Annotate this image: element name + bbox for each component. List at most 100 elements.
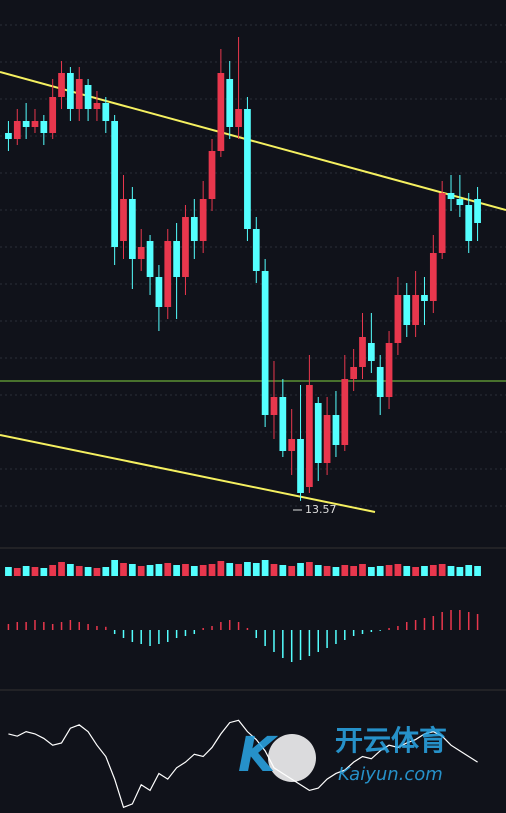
logo-k: K [238,727,279,783]
candle-body [332,415,340,445]
volume-bar [13,568,21,576]
volume-bar [350,566,358,576]
candle-body [412,295,419,325]
volume-bar [412,567,419,576]
candle-body [474,199,481,223]
volume-bar [341,565,349,576]
volume-bar [5,567,12,576]
candle-body [111,121,119,247]
candle-body [252,229,260,271]
volume-bar [403,566,411,576]
volume-bar [102,567,110,576]
candle-body [102,103,110,121]
watermark: K 开云体育 Kaiyun.com [238,724,447,785]
candle-body [465,205,473,241]
volume-bar [120,563,127,576]
watermark-brand: 开云体育 [335,724,447,757]
candle-body [421,295,428,301]
candle-body [359,337,366,367]
volume-bar [474,566,481,576]
candle-body [376,367,384,397]
candle-body [199,199,207,241]
volume-bar [93,568,101,576]
volume-bar [217,561,225,576]
volume-bar [173,565,180,576]
candle-body [235,109,242,127]
candle-body [288,439,296,451]
candle-body [13,121,21,139]
candle-body [306,385,313,487]
candle-body [128,199,136,259]
candle-body [403,295,411,325]
candle-body [314,403,322,463]
logo-ball [268,734,316,782]
candle-body [164,241,172,307]
volume-bar [465,565,473,576]
volume-bar [22,566,30,576]
volume-bar [208,564,216,576]
volume-bar [244,562,251,576]
volume-bar [270,564,278,576]
volume-bar [394,564,402,576]
candle-body [279,397,287,451]
candle-body [93,103,101,109]
candle-body [270,397,278,415]
volume-bar [447,566,455,576]
candle-body [190,217,198,241]
candle-body [40,121,48,133]
candle-body [226,79,234,127]
volume-bar [182,564,189,576]
candle-body [5,133,12,139]
volume-bar [429,565,437,576]
volume-bar [226,563,234,576]
volume-bar [288,566,296,576]
volume-bar [40,568,48,576]
candle-body [137,247,145,259]
candle-body [350,367,358,379]
indicator-line [8,719,478,809]
volume-bar [164,563,172,576]
candle-body [429,253,437,301]
volume-bar [31,567,39,576]
candle-body [146,241,154,277]
volume-bar [314,565,322,576]
volume-bar [111,560,119,576]
volume-bar [261,560,269,576]
candle-body [84,85,92,109]
volume-bar [190,566,198,576]
volume-bar [49,565,57,576]
candle-body [182,217,189,277]
volume-bar [199,565,207,576]
watermark-site: Kaiyun.com [338,764,443,785]
trend-line [0,434,376,513]
candle-body [75,79,83,109]
candle-body [22,121,30,127]
candle-body [447,193,455,199]
candle-body [385,343,393,397]
low-label: 13.57 [305,503,337,516]
grid [0,24,506,507]
volume-bar [235,564,242,576]
candle-body [120,199,127,241]
candle-body [367,343,375,361]
candle-body [261,271,269,415]
candle-body [58,73,65,97]
volume-bar [438,564,446,576]
candle-body [49,97,57,133]
candle-body [155,277,163,307]
volume-bar [367,567,375,576]
volume-bar [137,566,145,576]
volume-bar [456,567,464,576]
volume-bar [279,565,287,576]
candle-body [323,415,331,463]
volume-bar [128,564,136,576]
candle-body [208,151,216,199]
volume-bar [306,562,313,576]
candle-body [244,109,251,229]
volume-bar [155,564,163,576]
volume-bar [421,566,428,576]
volume-bar [359,564,366,576]
candle-body [31,121,39,127]
volume-bar [58,562,65,576]
